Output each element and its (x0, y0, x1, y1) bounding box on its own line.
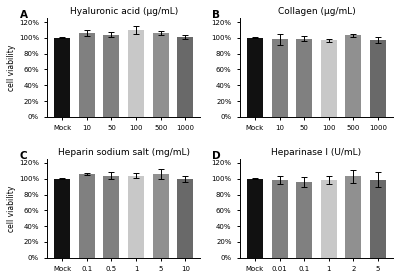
Bar (272, 39, 288, 117)
Bar (247, 38, 263, 117)
Y-axis label: cell viability: cell viability (7, 44, 16, 91)
Y-axis label: cell viability: cell viability (7, 185, 16, 232)
Bar (79, 174, 95, 258)
Bar (104, 175, 120, 258)
Bar (247, 179, 263, 258)
Bar (321, 180, 337, 258)
Bar (153, 174, 169, 258)
Bar (177, 179, 193, 258)
Title: Heparinase I (U/mL): Heparinase I (U/mL) (272, 148, 362, 157)
Bar (128, 175, 144, 258)
Text: C: C (20, 151, 27, 161)
Bar (153, 33, 169, 117)
Bar (128, 30, 144, 117)
Bar (79, 33, 95, 117)
Text: B: B (212, 10, 220, 20)
Bar (54, 38, 70, 117)
Bar (370, 40, 386, 117)
Text: A: A (20, 10, 28, 20)
Bar (296, 182, 312, 258)
Bar (272, 180, 288, 258)
Title: Heparin sodium salt (mg/mL): Heparin sodium salt (mg/mL) (58, 148, 190, 157)
Bar (296, 39, 312, 117)
Bar (370, 179, 386, 258)
Text: D: D (212, 151, 221, 161)
Bar (54, 179, 70, 258)
Bar (321, 40, 337, 117)
Title: Hyaluronic acid (μg/mL): Hyaluronic acid (μg/mL) (70, 7, 178, 16)
Bar (346, 176, 362, 258)
Bar (104, 35, 120, 117)
Bar (346, 35, 362, 117)
Bar (177, 37, 193, 117)
Title: Collagen (μg/mL): Collagen (μg/mL) (278, 7, 355, 16)
